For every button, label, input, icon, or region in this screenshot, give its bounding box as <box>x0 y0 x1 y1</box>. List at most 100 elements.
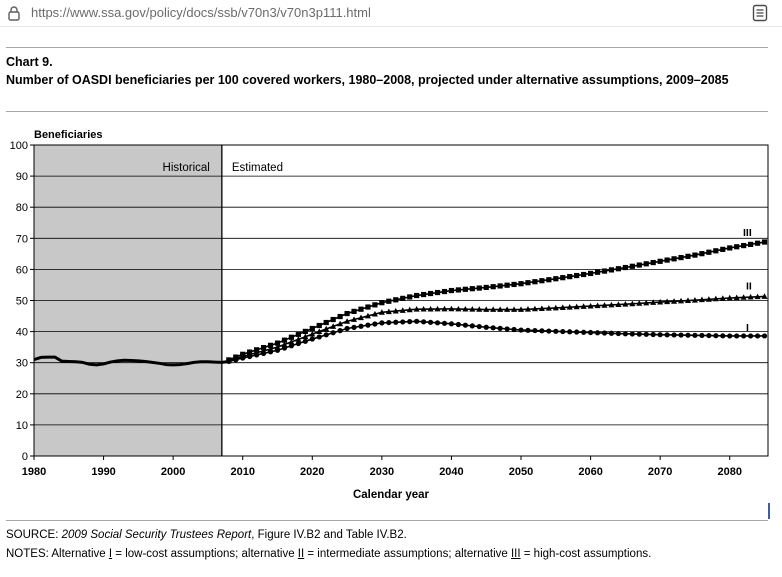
series-II-point <box>267 345 274 352</box>
series-II-point <box>538 305 545 311</box>
x-tick-label: 2040 <box>439 466 463 478</box>
series-III-point <box>511 281 517 288</box>
y-tick-label: 60 <box>16 264 28 276</box>
series-I-point <box>699 332 705 339</box>
series-II-point <box>629 300 636 307</box>
series-I-point <box>518 327 524 333</box>
series-III-point <box>351 308 357 314</box>
y-tick-label: 0 <box>22 451 28 463</box>
series-III-point <box>372 302 378 308</box>
series-I-point <box>490 325 496 331</box>
series-III-point <box>344 310 350 317</box>
series-II-point <box>643 299 650 306</box>
series-III-point <box>608 267 615 273</box>
url-text[interactable]: https://www.ssa.gov/policy/docs/ssb/v70n… <box>31 5 371 20</box>
series-III-point <box>302 328 308 335</box>
series-II-point <box>559 304 566 310</box>
series-III-point <box>720 246 726 252</box>
series-III-point <box>441 288 448 295</box>
series-II-point <box>657 298 664 305</box>
series-I-point <box>469 323 475 329</box>
series-II-point <box>406 306 413 313</box>
series-III-point <box>734 244 740 250</box>
series-III-point <box>650 259 656 266</box>
series-I-point <box>706 332 712 339</box>
series-II-point <box>552 304 559 311</box>
series-III-point <box>532 279 538 285</box>
series-III-point <box>240 351 246 357</box>
series-I-point <box>525 327 531 333</box>
series-III-point <box>483 284 489 291</box>
series-II-point <box>747 293 754 300</box>
series-I-point <box>434 320 441 326</box>
series-I-point <box>358 323 364 329</box>
series-II-point <box>608 301 615 308</box>
series-III-point <box>330 316 336 323</box>
series-I-point <box>476 323 482 330</box>
series-I-point <box>664 332 670 338</box>
address-bar[interactable]: https://www.ssa.gov/policy/docs/ssb/v70n… <box>0 0 782 27</box>
series-III-point <box>274 340 281 346</box>
series-III-point <box>546 277 552 283</box>
series-III-point <box>309 325 315 332</box>
series-III-point <box>539 278 545 284</box>
series-II-point <box>664 298 671 305</box>
series-II-point <box>684 297 691 303</box>
series-III-point <box>574 272 580 279</box>
alt-three-ref: III <box>510 548 521 560</box>
lock-icon[interactable] <box>7 5 21 21</box>
series-I-point <box>615 330 622 337</box>
series-I-point <box>636 331 642 337</box>
series-II-point <box>281 341 288 347</box>
series-II-point <box>427 305 434 312</box>
x-tick-label: 2010 <box>230 466 254 478</box>
y-tick-label: 80 <box>16 202 28 214</box>
series-I-line <box>228 320 765 363</box>
y-tick-label: 50 <box>16 296 28 308</box>
series-II-point <box>309 330 316 337</box>
series-II-point <box>705 296 712 302</box>
source-title: 2009 Social Security Trustees Report <box>61 529 252 541</box>
series-I-point <box>483 324 489 330</box>
series-III-point <box>671 256 677 262</box>
series-III-point <box>254 347 260 353</box>
series-II-point <box>545 305 552 311</box>
series-II-point <box>323 325 330 332</box>
x-tick-label: 2000 <box>161 466 185 478</box>
series-I-point <box>462 322 468 328</box>
series-III-point <box>233 354 239 360</box>
series-I-point <box>587 329 594 336</box>
series-III-point <box>434 289 441 296</box>
series-I-point <box>441 320 448 326</box>
series-I-point <box>567 329 573 335</box>
series-II-point <box>671 298 678 304</box>
series-II-point <box>691 296 698 303</box>
reader-view-icon[interactable] <box>752 4 768 22</box>
series-I-point <box>581 329 587 335</box>
series-I-point <box>309 336 315 342</box>
series-I-point <box>761 333 768 339</box>
notes-text: = intermediate assumptions; alternative <box>304 548 511 560</box>
series-III-point <box>504 282 510 288</box>
series-III-point <box>692 252 698 258</box>
series-I-point <box>504 326 510 332</box>
chart-title: Number of OASDI beneficiaries per 100 co… <box>6 73 729 87</box>
series-III-point <box>685 253 691 259</box>
series-III-point <box>365 304 371 310</box>
series-I-point <box>629 331 635 337</box>
series-I-point <box>497 325 503 331</box>
series-I-point <box>295 340 301 347</box>
series-I-point <box>546 328 552 334</box>
alt-one-ref: I <box>108 548 113 560</box>
series-II-point <box>761 293 768 299</box>
series-II-point <box>712 295 719 302</box>
series-II-point <box>399 307 406 313</box>
historical-label: Historical <box>163 162 210 174</box>
series-I-point <box>337 328 343 334</box>
scrollbar-thumb[interactable] <box>768 503 770 519</box>
series-II-point <box>754 293 761 300</box>
series-I-point <box>323 332 329 338</box>
series-III-point <box>678 254 684 261</box>
series-I-point <box>365 322 371 328</box>
series-II-point <box>469 306 476 312</box>
